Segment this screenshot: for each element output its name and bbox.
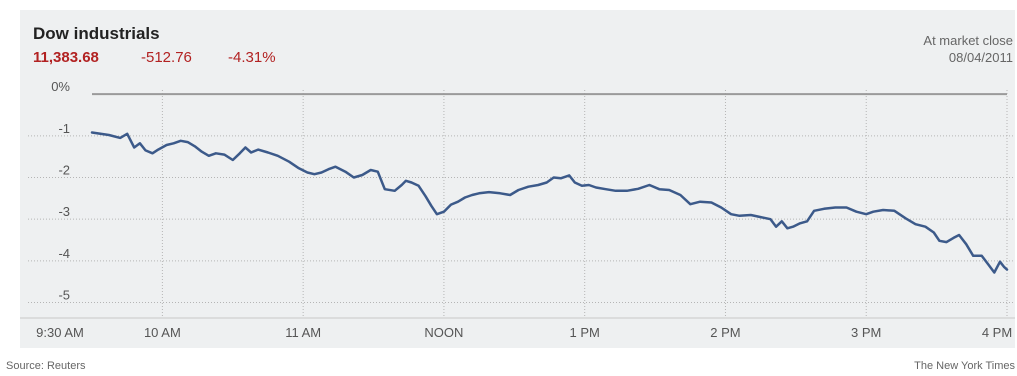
- point-change: -512.76: [141, 49, 192, 66]
- y-tick-label: -2: [58, 163, 70, 178]
- y-tick-label: -1: [58, 121, 70, 136]
- x-tick-label: NOON: [424, 325, 463, 340]
- publisher-credit: The New York Times: [914, 360, 1015, 372]
- y-tick-label: -3: [58, 204, 70, 219]
- x-tick-label: 3 PM: [851, 325, 881, 340]
- x-tick-label: 4 PM: [982, 325, 1012, 340]
- y-tick-label: -4: [58, 246, 70, 261]
- x-tick-label: 9:30 AM: [36, 325, 84, 340]
- x-tick-label: 2 PM: [710, 325, 740, 340]
- x-tick-label: 10 AM: [144, 325, 181, 340]
- source-note: Source: Reuters: [6, 360, 86, 372]
- y-tick-label: 0%: [51, 79, 70, 94]
- chart-title: Dow industrials: [33, 24, 160, 43]
- series-line: [90, 131, 1009, 274]
- y-tick-label: -5: [58, 288, 70, 303]
- chart-panel: [20, 10, 1015, 348]
- percent-change: -4.31%: [228, 49, 276, 66]
- market-close-label: At market close: [923, 33, 1013, 48]
- market-close-date: 08/04/2011: [948, 50, 1013, 65]
- index-value: 11,383.68: [33, 49, 99, 66]
- x-tick-label: 11 AM: [285, 325, 321, 340]
- x-tick-label: 1 PM: [570, 325, 600, 340]
